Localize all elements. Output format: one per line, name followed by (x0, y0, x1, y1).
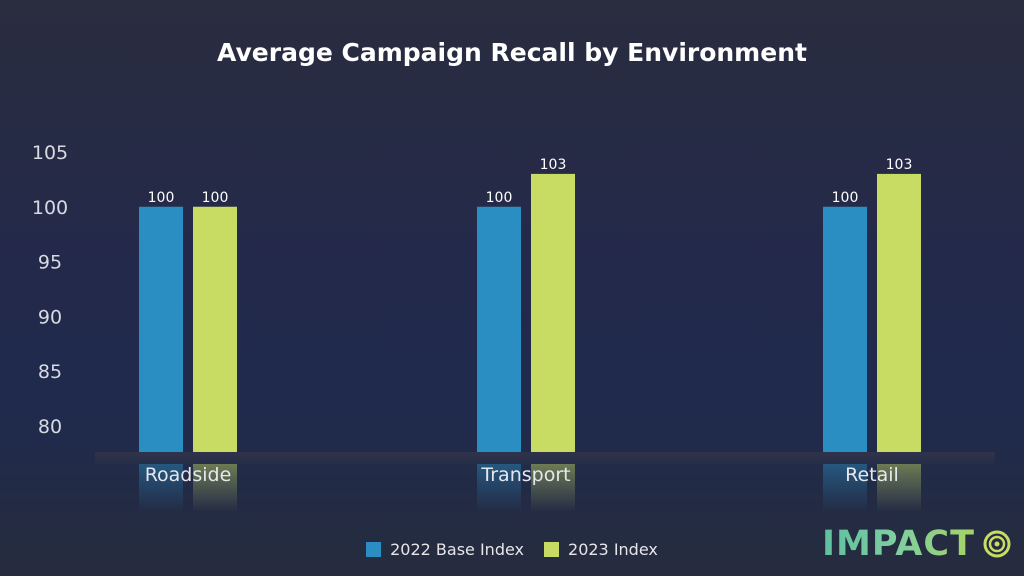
data-label: 100 (486, 190, 513, 206)
bar-reflection (531, 464, 575, 512)
legend: 2022 Base Index 2023 Index (0, 540, 1024, 559)
bar-reflection (193, 464, 237, 512)
bar-retail-2022 (823, 206, 867, 452)
bar-reflection (877, 464, 921, 512)
y-tick-label: 90 (38, 306, 62, 328)
legend-item-2023: 2023 Index (544, 540, 658, 559)
legend-label-2023: 2023 Index (568, 540, 658, 559)
legend-item-2022: 2022 Base Index (366, 540, 524, 559)
bar-reflection (477, 464, 521, 512)
bar-reflection (823, 464, 867, 512)
x-tick-label: Transport (480, 464, 570, 486)
legend-swatch-2023 (544, 542, 560, 557)
y-tick-label: 85 (38, 361, 62, 383)
y-axis: 105 100 95 90 85 80 (32, 142, 68, 438)
bar-transport-2022 (477, 206, 521, 452)
y-tick-label: 105 (32, 142, 68, 164)
floor-band (95, 452, 995, 464)
legend-swatch-2022 (366, 542, 382, 557)
x-axis: Roadside Transport Retail (145, 464, 899, 486)
y-tick-label: 95 (38, 252, 62, 274)
y-tick-label: 100 (32, 197, 68, 219)
data-label: 100 (148, 190, 175, 206)
data-label: 100 (202, 190, 229, 206)
data-label: 103 (540, 157, 567, 173)
logo-text: IMPACT (822, 524, 975, 564)
data-label: 103 (886, 157, 913, 173)
impact-logo: IMPACT (822, 524, 1011, 564)
bar-transport-2023 (531, 173, 575, 452)
target-icon (983, 530, 1011, 558)
y-tick-label: 80 (38, 416, 62, 438)
bars: 100 100 100 103 100 103 (139, 157, 921, 512)
bar-roadside-2023 (193, 206, 237, 452)
data-label: 100 (832, 190, 859, 206)
chart-floor (95, 452, 995, 464)
chart-title: Average Campaign Recall by Environment (217, 38, 807, 67)
legend-label-2022: 2022 Base Index (390, 540, 525, 559)
x-tick-label: Roadside (145, 464, 232, 486)
x-tick-label: Retail (845, 464, 899, 486)
bar-retail-2023 (877, 173, 921, 452)
bar-reflection (139, 464, 183, 512)
bar-roadside-2022 (139, 206, 183, 452)
